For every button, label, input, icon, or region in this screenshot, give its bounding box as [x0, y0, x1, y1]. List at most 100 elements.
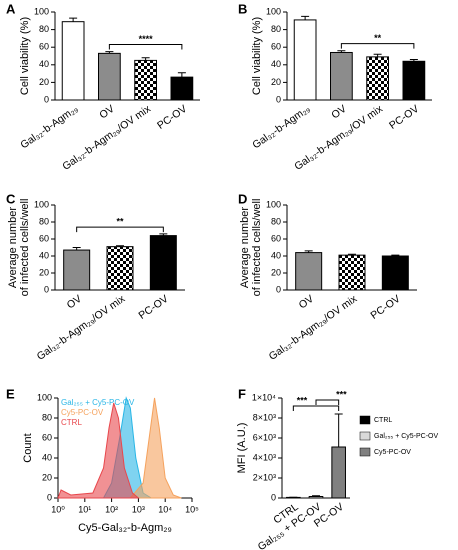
y-tick-label: 60: [39, 233, 49, 243]
error-bar: [141, 57, 150, 61]
y-tick-label: 80: [42, 412, 52, 422]
x-tick-label: PC-OV: [387, 103, 421, 132]
legend-swatch: [359, 431, 371, 441]
error-bar: [348, 253, 356, 256]
y-tick-label: 100: [34, 199, 49, 209]
error-bar: [409, 59, 418, 62]
y-tick-label: 8×10³: [253, 412, 276, 422]
x-tick-label: OV: [297, 293, 316, 312]
legend-label: Cy5-PC-OV: [374, 449, 411, 456]
error-bar: [304, 250, 313, 253]
x-tick-label: PC-OV: [155, 103, 189, 132]
y-tick-label: 0: [47, 492, 52, 502]
bar: [293, 19, 317, 101]
x-tick-label: PC-OV: [369, 293, 403, 322]
y-tick-label: 6×10³: [253, 432, 276, 442]
y-tick-label: 20: [271, 267, 281, 277]
y-axis-label: Count: [22, 433, 34, 462]
y-tick-label: 20: [271, 77, 281, 87]
significance-bracket: [76, 226, 164, 233]
y-tick-label: 80: [39, 24, 49, 34]
x-tick-label: 10⁵: [185, 504, 199, 514]
y-axis-label: of infected cells/well: [251, 199, 263, 297]
significance-label: **: [374, 33, 382, 43]
x-tick-label: Gal₃₂-b-Agm₂₉: [250, 103, 312, 151]
y-tick-label: 60: [42, 432, 52, 442]
y-tick-label: 0: [271, 492, 276, 502]
y-tick-label: 0: [44, 94, 49, 104]
error-bar: [159, 233, 168, 236]
significance-label: ***: [297, 395, 308, 405]
y-tick-label: 20: [39, 77, 49, 87]
error-bar: [312, 495, 320, 497]
y-axis-label: Average number: [239, 207, 251, 288]
bar: [331, 446, 346, 499]
error-bar: [337, 50, 346, 53]
bar: [149, 235, 177, 291]
y-tick-label: 0: [276, 94, 281, 104]
bar: [98, 52, 121, 101]
significance-label: ***: [336, 389, 347, 399]
bar: [106, 246, 134, 291]
legend-label: Gal₂₅₅ + Cy5-PC-OV: [374, 433, 439, 440]
y-tick-label: 20: [42, 472, 52, 482]
histogram-area: [129, 397, 182, 499]
bar: [61, 21, 85, 101]
y-tick-label: 2×10³: [253, 472, 276, 482]
x-tick-label: 10²: [105, 504, 118, 514]
x-tick-label: 10³: [132, 504, 145, 514]
legend-label: CTRL: [61, 418, 82, 427]
panel-label: D: [238, 191, 247, 206]
y-tick-label: 100: [34, 6, 49, 16]
x-tick-label: OV: [97, 103, 116, 122]
panel-label: E: [6, 386, 15, 401]
bar: [402, 60, 426, 101]
y-tick-label: 80: [271, 216, 281, 226]
error-bar: [69, 17, 78, 22]
significance-bracket: [315, 399, 340, 405]
y-tick-label: 40: [271, 59, 281, 69]
y-tick-label: 60: [39, 42, 49, 52]
x-axis-label: Cy5-Gal₃₂-b-Agm₂₉: [78, 522, 172, 534]
significance-label: **: [116, 216, 124, 226]
bar: [308, 496, 324, 499]
bar: [338, 254, 366, 291]
y-tick-label: 40: [39, 59, 49, 69]
x-tick-label: 10⁰: [51, 504, 65, 514]
y-tick-label: 60: [271, 42, 281, 52]
significance-bracket: [108, 44, 183, 50]
significance-bracket: [340, 43, 415, 49]
bar: [381, 255, 409, 291]
y-axis-label: MFI (A.U.): [236, 423, 248, 474]
error-bar: [105, 51, 114, 54]
y-axis-label: Cell viability (%): [251, 17, 263, 95]
panel-label: A: [6, 1, 16, 16]
bar: [366, 56, 389, 101]
y-tick-label: 0: [276, 284, 281, 294]
y-tick-label: 40: [271, 250, 281, 260]
legend-label: CTRL: [374, 417, 392, 424]
y-tick-label: 100: [266, 199, 281, 209]
x-tick-label: Gal₃₂-b-Agm₂₉: [18, 103, 80, 151]
y-tick-label: 1×10⁴: [252, 392, 276, 402]
y-axis-label: Average number: [7, 207, 19, 288]
error-bar: [301, 15, 310, 20]
y-tick-label: 4×10³: [253, 452, 276, 462]
y-tick-label: 40: [39, 250, 49, 260]
x-tick-label: 10¹: [78, 504, 91, 514]
x-tick-label: 10⁴: [158, 504, 172, 514]
legend-label: Gal₂₅₅ + Cy5-PC-OV: [61, 398, 135, 407]
error-bar: [116, 245, 124, 247]
bar: [295, 252, 323, 291]
y-tick-label: 100: [266, 6, 281, 16]
x-tick-label: OV: [65, 293, 84, 312]
y-axis-label: Cell viability (%): [19, 17, 31, 95]
y-tick-label: 60: [271, 233, 281, 243]
bar: [134, 59, 157, 101]
histogram-area: [57, 402, 140, 499]
panel-label: B: [238, 1, 247, 16]
y-axis-label: of infected cells/well: [19, 199, 31, 297]
y-tick-label: 40: [42, 452, 52, 462]
x-tick-label: OV: [329, 103, 348, 122]
